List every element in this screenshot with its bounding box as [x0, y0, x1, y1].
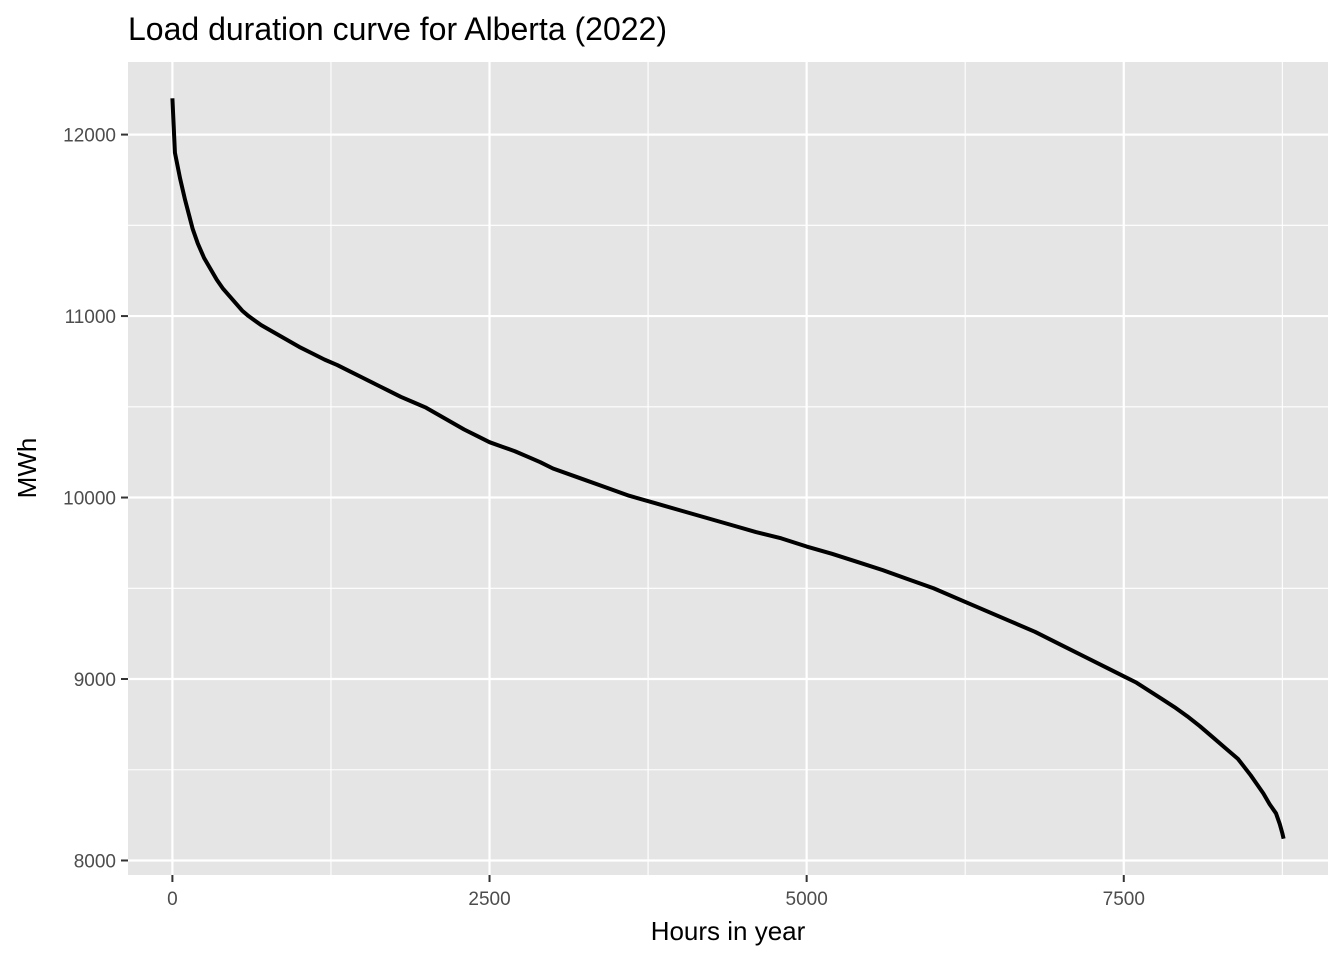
y-axis-title: MWh — [12, 438, 42, 499]
series-layer — [170, 98, 1286, 840]
chart-title: Load duration curve for Alberta (2022) — [128, 11, 667, 47]
y-tick-label: 8000 — [74, 851, 116, 872]
x-tick-label: 5000 — [786, 889, 828, 910]
y-tick-label: 12000 — [63, 126, 116, 147]
x-tick-label: 7500 — [1103, 889, 1145, 910]
x-axis-title: Hours in year — [651, 916, 806, 946]
minor-gridlines — [128, 62, 1328, 875]
x-tick-label: 2500 — [468, 889, 510, 910]
y-axis: 8000 9000 10000 11000 12000 — [63, 126, 128, 872]
plot-panel — [128, 62, 1328, 875]
x-tick-label: 0 — [167, 889, 178, 910]
x-axis: 0 2500 5000 7500 — [167, 875, 1145, 910]
load-duration-line — [170, 98, 1286, 840]
y-tick-label: 9000 — [74, 670, 116, 691]
y-tick-label: 11000 — [65, 307, 116, 328]
y-tick-label: 10000 — [63, 489, 116, 510]
